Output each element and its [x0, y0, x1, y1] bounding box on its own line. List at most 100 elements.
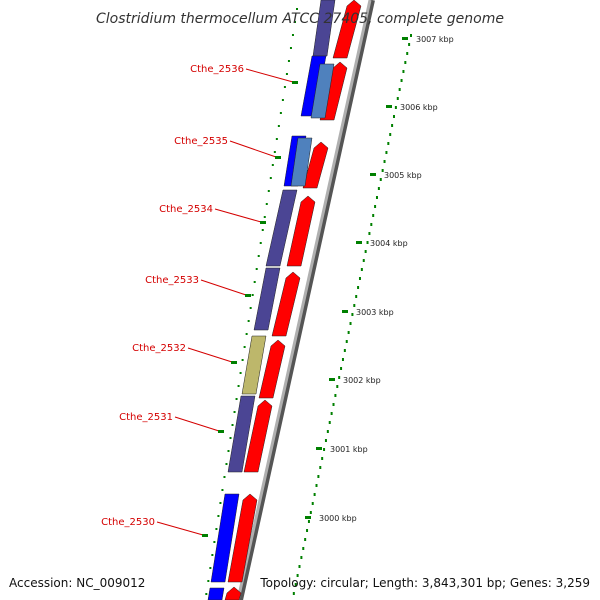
tick-dot [292, 592, 295, 595]
map-title: Clostridium thermocellum ATCC 27405, com… [96, 11, 504, 27]
gene-marker-dots [205, 8, 298, 595]
cds-inner-5 [290, 137, 313, 187]
cds-inner-11 [207, 587, 225, 600]
tick-dot [343, 349, 346, 352]
gene-dot [265, 203, 268, 205]
gene-tick [275, 156, 281, 159]
gene-dot [227, 450, 230, 452]
tick-dot [324, 439, 327, 442]
tick-dot [368, 232, 371, 235]
tick-dot [374, 205, 377, 208]
tick-dot [404, 61, 407, 64]
kbp-label: 3006 kbp [400, 103, 438, 112]
tick-dot [338, 376, 341, 379]
kbp-label: 3004 kbp [370, 239, 408, 248]
gene-dot [249, 307, 252, 309]
tick-dot [381, 169, 384, 172]
gene-dot [229, 437, 232, 439]
cds-forward-4 [286, 195, 316, 267]
gene-dot [221, 489, 224, 491]
gene-label: Cthe_2536 [190, 64, 244, 75]
gene-dot [247, 320, 250, 322]
gene-label: Cthe_2531 [119, 412, 173, 423]
cds-inner-10 [210, 493, 240, 583]
tick-dot [372, 214, 375, 217]
tick-dot [383, 160, 386, 163]
gene-dot [271, 164, 274, 166]
kbp-major-tick [386, 105, 392, 108]
tick-dot [353, 304, 356, 307]
tick-dot [355, 295, 358, 298]
gene-dot [253, 281, 256, 283]
gene-dot [237, 385, 240, 387]
gene-tick [260, 221, 266, 224]
gene-dot [279, 112, 282, 114]
gene-dot [235, 398, 238, 400]
tick-dot [385, 151, 388, 154]
gene-dot [239, 372, 242, 374]
tick-dot [319, 466, 322, 469]
cds-forward-9 [224, 586, 242, 600]
gene-dot [241, 359, 244, 361]
kbp-major-tick [305, 516, 311, 519]
gene-dot [259, 242, 262, 244]
gene-label: Cthe_2532 [132, 343, 186, 354]
tick-dot [328, 421, 331, 424]
gene-dot [263, 216, 266, 218]
gene-labels: Cthe_2536 Cthe_2535 Cthe_2534 Cthe_2533 Cthe… [101, 64, 298, 537]
cds-inner-7 [253, 267, 281, 331]
cds-inner-3 [310, 63, 335, 119]
cds-inner-9 [227, 395, 256, 473]
tick-dot [313, 493, 316, 496]
backbone-group [236, 0, 375, 600]
kbp-major-tick [402, 37, 408, 40]
gene-dot [233, 411, 236, 413]
gene-dot [285, 73, 288, 75]
cds-inner-8 [241, 335, 267, 395]
tick-dot [341, 358, 344, 361]
tick-dot [370, 223, 373, 226]
tick-dot [398, 88, 401, 91]
tick-dot [408, 43, 411, 46]
genome-backbone [236, 0, 372, 600]
gene-tick [292, 81, 298, 84]
gene-dot [257, 255, 260, 257]
tick-dot [302, 547, 305, 550]
gene-dot [261, 229, 264, 231]
tick-dot [311, 502, 314, 505]
accession-text: Accession: NC_009012 [9, 576, 146, 590]
gene-leader-line [174, 416, 220, 432]
tick-dot [410, 34, 412, 37]
tick-dot [387, 142, 390, 145]
tick-dot [396, 97, 399, 100]
gene-dot [289, 47, 292, 49]
cds-forward-1 [332, 0, 362, 59]
tick-dot [304, 538, 307, 541]
tick-dot [391, 124, 394, 127]
gene-dot [283, 86, 286, 88]
gene-leader-line [156, 521, 204, 536]
gene-dot [287, 60, 290, 62]
tick-dot [340, 367, 343, 370]
tick-dot [300, 556, 303, 559]
gene-dot [273, 151, 276, 153]
cds-inner-1 [312, 0, 336, 57]
tick-dot [345, 340, 348, 343]
tick-dot [317, 475, 320, 478]
cds-features [207, 0, 362, 600]
kbp-label: 3000 kbp [319, 514, 357, 523]
gene-dot [243, 346, 246, 348]
gene-dot [213, 541, 216, 543]
gene-dot [275, 138, 278, 140]
tick-dot [336, 385, 339, 388]
tick-dot [379, 178, 382, 181]
tick-dot [332, 403, 335, 406]
gene-dot [267, 190, 270, 192]
gene-tick [218, 430, 224, 433]
gene-dot [207, 580, 210, 582]
gene-dot [291, 34, 294, 36]
tick-dot [315, 484, 318, 487]
tick-dot [296, 574, 299, 577]
tick-dot [309, 511, 312, 514]
gene-dot [245, 333, 248, 335]
